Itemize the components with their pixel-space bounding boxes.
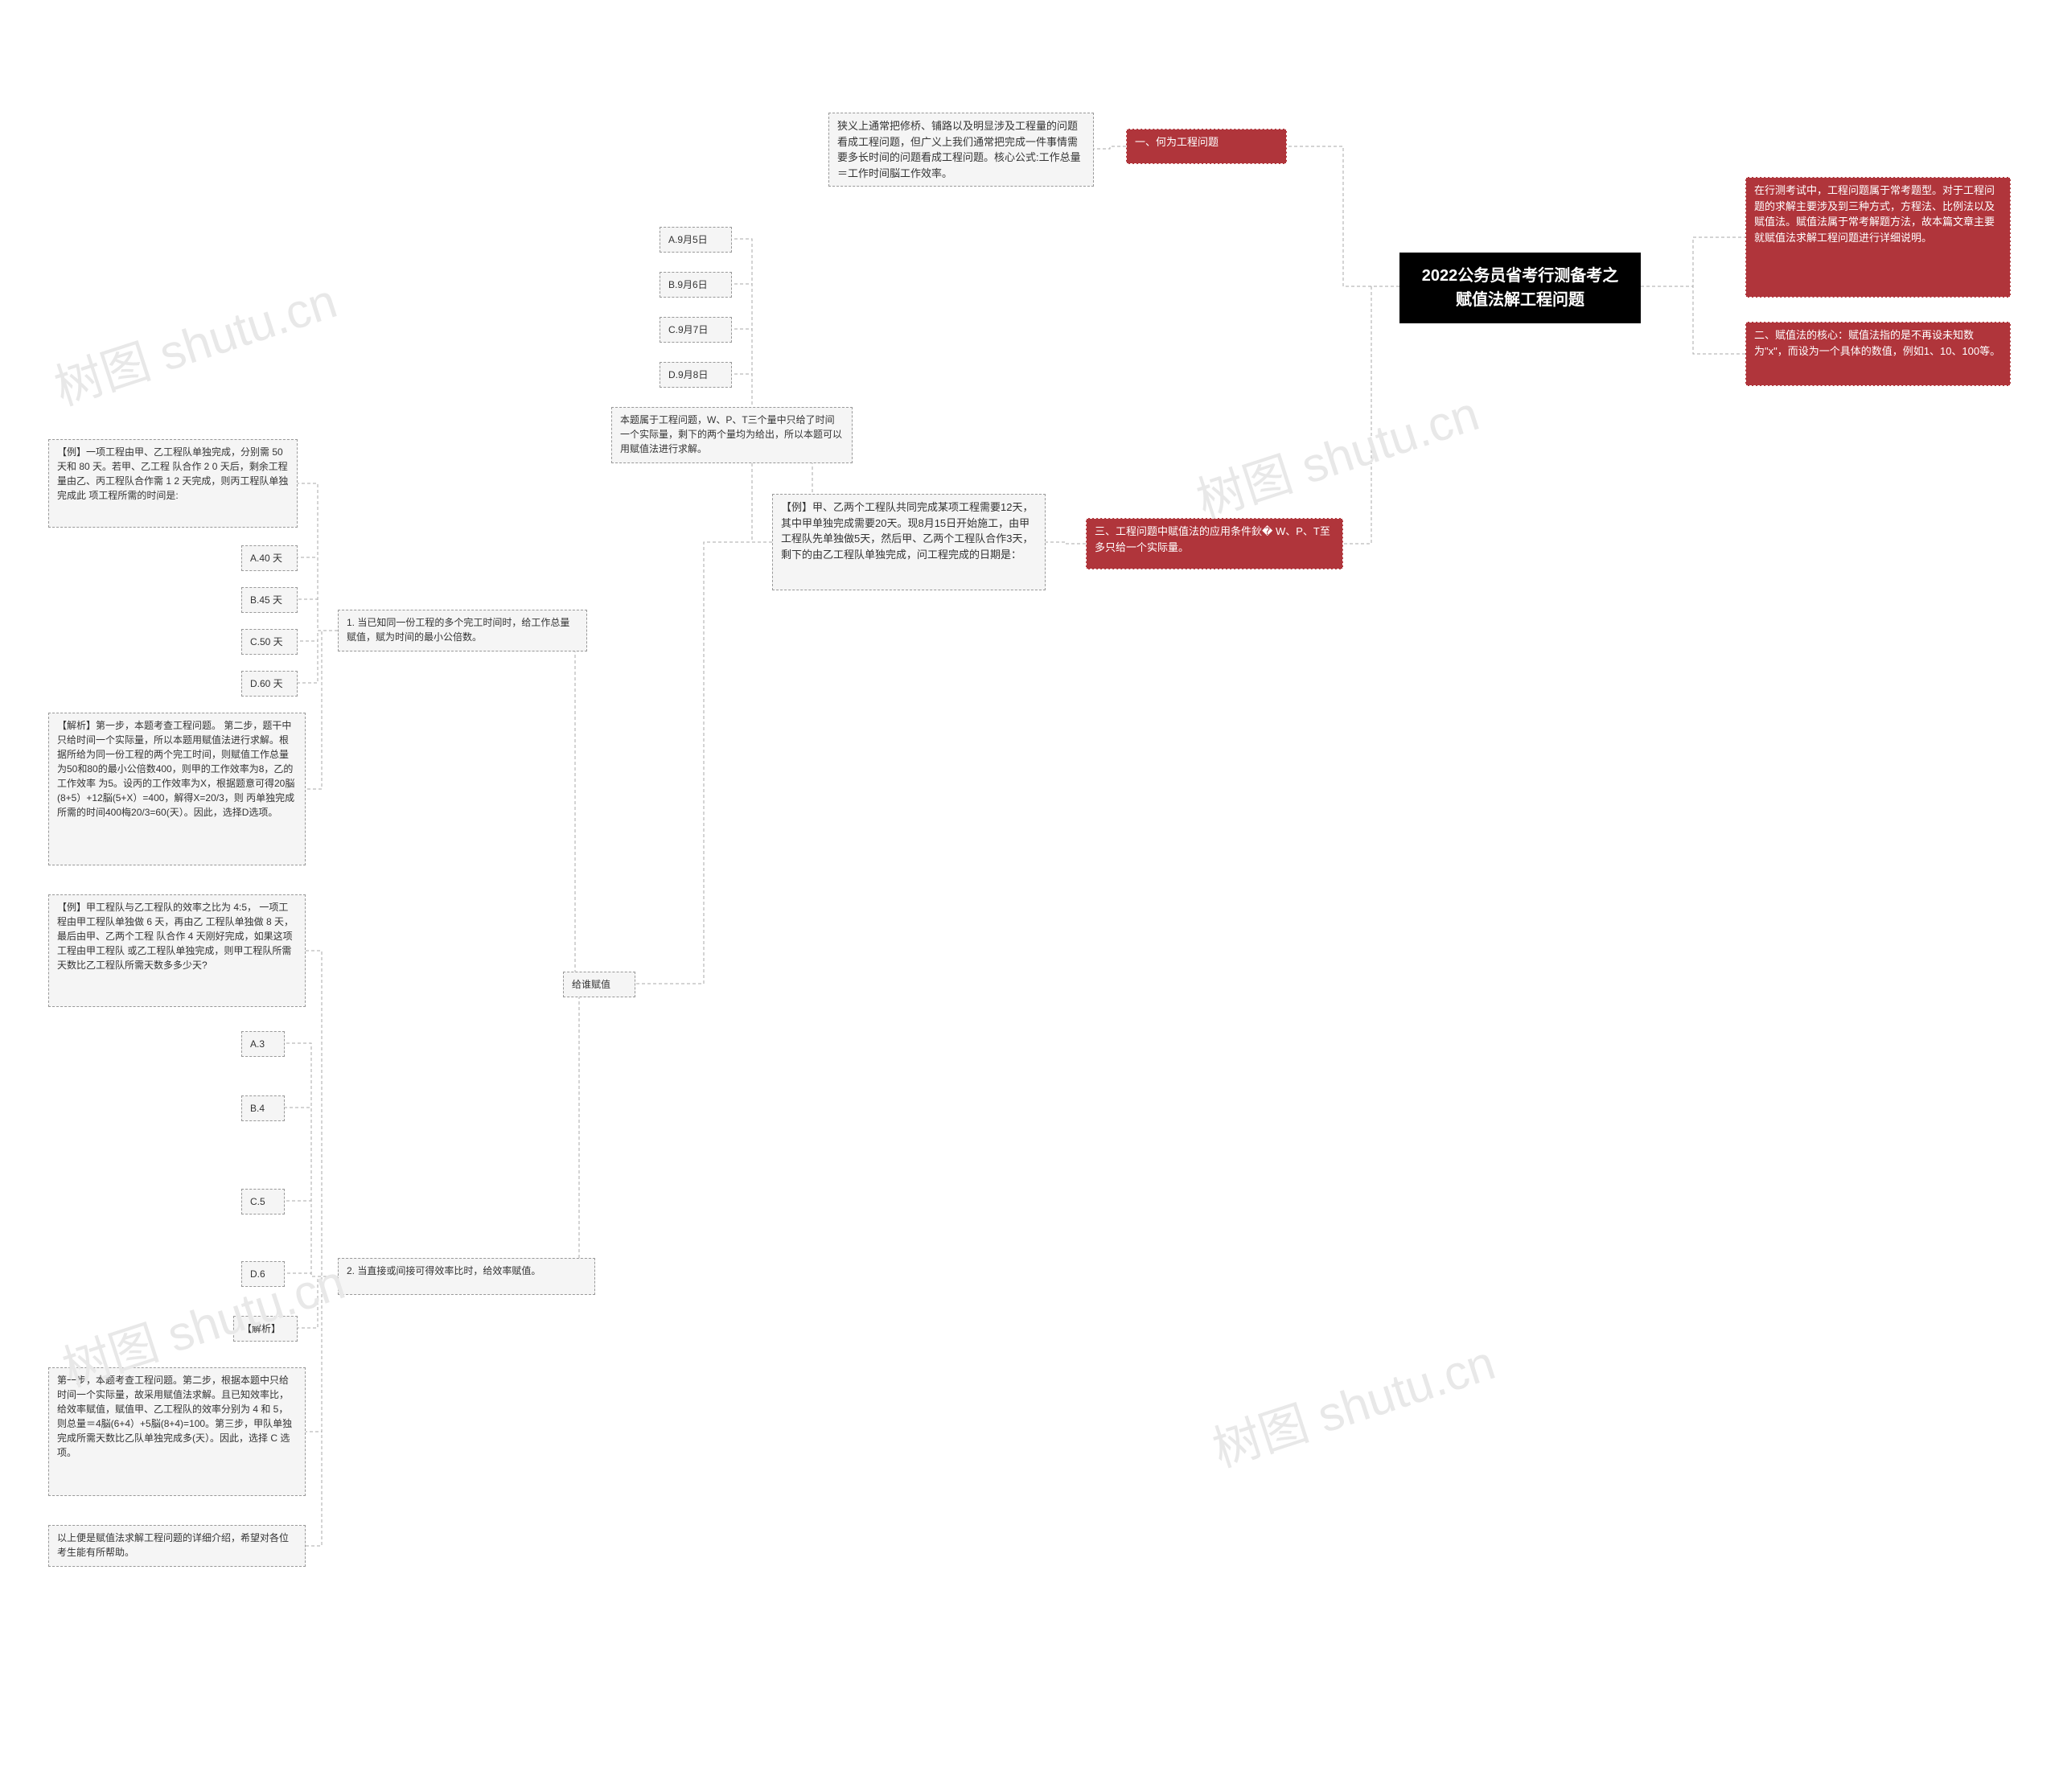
- node-condition: 三、工程问题中赋值法的应用条件鈥� W、P、T至多只给一个实际量。: [1086, 518, 1343, 569]
- opt-b3: B.4: [241, 1095, 285, 1121]
- watermark: 树图 shutu.cn: [44, 262, 344, 419]
- root-node: 2022公务员省考行测备考之赋值法解工程问题: [1399, 253, 1641, 323]
- opt-c2: C.50 天: [241, 629, 298, 655]
- node-example-1: 【例】甲、乙两个工程队共同完成某项工程需要12天，其中甲单独完成需要20天。现8…: [772, 494, 1046, 590]
- opt-a1: A.9月5日: [660, 227, 732, 253]
- node-example-2: 【例】一项工程由甲、乙工程队单独完成，分别需 50 天和 80 天。若甲、乙工程…: [48, 439, 298, 528]
- node-what: 一、何为工程问题: [1126, 129, 1287, 164]
- opt-c3: C.5: [241, 1189, 285, 1215]
- node-example-3: 【例】甲工程队与乙工程队的效率之比为 4:5， 一项工程由甲工程队单独做 6 天…: [48, 894, 306, 1007]
- note-1: 本题属于工程问题，W、P、T三个量中只给了时间一个实际量，剩下的两个量均为给出，…: [611, 407, 853, 463]
- opt-a3: A.3: [241, 1031, 285, 1057]
- opt-a2: A.40 天: [241, 545, 298, 571]
- opt-b2: B.45 天: [241, 587, 298, 613]
- node-what-detail: 狭义上通常把修桥、铺路以及明显涉及工程量的问题看成工程问题，但广义上我们通常把完…: [828, 113, 1094, 187]
- opt-d1: D.9月8日: [660, 362, 732, 388]
- node-answer-2: 【解析】第一步，本题考查工程问题。 第二步，题干中只给时间一个实际量，所以本题用…: [48, 713, 306, 865]
- node-rule-2: 2. 当直接或间接可得效率比时，给效率赋值。: [338, 1258, 595, 1295]
- opt-d2: D.60 天: [241, 671, 298, 697]
- node-rule-1: 1. 当已知同一份工程的多个完工时间时，给工作总量赋值，赋为时间的最小公倍数。: [338, 610, 587, 651]
- node-intro: 在行测考试中，工程问题属于常考题型。对于工程问题的求解主要涉及到三种方式，方程法…: [1745, 177, 2011, 298]
- node-answer-3: 第一步，本题考查工程问题。第二步，根据本题中只给时间一个实际量，故采用赋值法求解…: [48, 1367, 306, 1496]
- opt-c1: C.9月7日: [660, 317, 732, 343]
- opt-d3: D.6: [241, 1261, 285, 1287]
- watermark: 树图 shutu.cn: [1202, 1324, 1502, 1481]
- node-answer-3-header: 【解析】: [233, 1316, 298, 1342]
- node-assign: 给谁赋值: [563, 972, 635, 997]
- node-outro: 以上便是赋值法求解工程问题的详细介绍，希望对各位考生能有所帮助。: [48, 1525, 306, 1567]
- watermark: 树图 shutu.cn: [1186, 375, 1486, 532]
- opt-b1: B.9月6日: [660, 272, 732, 298]
- node-core: 二、赋值法的核心：赋值法指的是不再设未知数为"x"，而设为一个具体的数值，例如1…: [1745, 322, 2011, 386]
